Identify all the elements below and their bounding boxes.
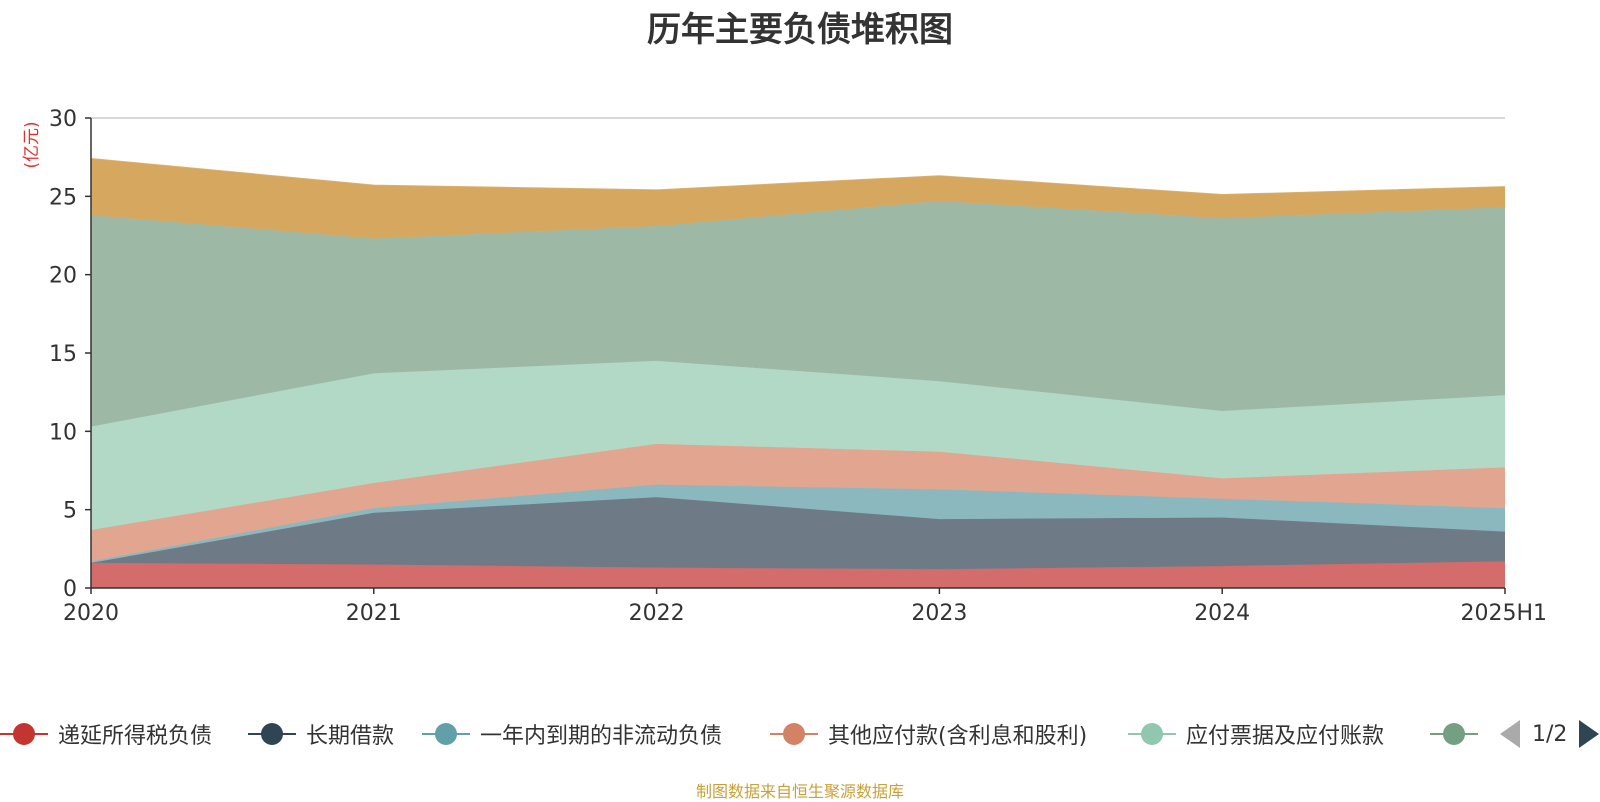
area-series-4 [91, 360, 1505, 531]
y-tick-label: 20 [49, 264, 77, 289]
legend-label: 其他应付款(含利息和股利) [828, 724, 1088, 749]
y-tick-label: 5 [63, 499, 77, 524]
x-tick-label: 2025H1 [1460, 601, 1547, 626]
legend-label: 递延所得税负债 [58, 724, 213, 749]
circle-line-icon [0, 723, 48, 745]
area-series-0 [91, 561, 1505, 588]
circle-line-icon [770, 723, 818, 745]
next-page-icon[interactable] [1579, 720, 1600, 748]
legend-item-notes-accounts-payable[interactable]: 应付票据及应付账款 [1128, 716, 1384, 752]
legend-label: 长期借款 [306, 724, 395, 749]
prev-page-icon[interactable] [1500, 720, 1520, 748]
y-tick-label: 0 [63, 577, 77, 602]
circle-line-icon [1128, 723, 1176, 745]
series-line-6 [90, 157, 1506, 196]
data-source-note: 制图数据来自恒生聚源数据库 [695, 782, 904, 801]
legend-pager: 1/2 [1500, 716, 1600, 752]
legend: 递延所得税负债 长期借款 一年内到期的非流动负债 其他应付款(含利息和股利) 应… [0, 716, 1600, 752]
legend-item-long-term-loans[interactable]: 长期借款 [248, 716, 394, 752]
x-tick-label: 2020 [63, 601, 119, 626]
y-tick-label: 10 [49, 420, 77, 445]
legend-item-truncated[interactable] [1430, 716, 1488, 752]
x-tick-label: 2021 [346, 601, 402, 626]
y-tick-label: 25 [49, 185, 77, 210]
circle-line-icon [248, 723, 296, 745]
y-tick-label: 30 [49, 107, 77, 132]
legend-page-indicator: 1/2 [1532, 721, 1568, 747]
x-tick-label: 2022 [629, 601, 685, 626]
area-series-6 [91, 158, 1505, 239]
area-series-1 [91, 497, 1505, 570]
circle-line-icon [1430, 723, 1478, 745]
chart-title: 历年主要负债堆积图 [647, 10, 953, 50]
legend-item-deferred-tax[interactable]: 递延所得税负债 [0, 716, 212, 752]
x-tick-label: 2024 [1194, 601, 1250, 626]
area-series-5 [91, 201, 1505, 427]
x-tick-label: 2023 [911, 601, 967, 626]
y-tick-label: 15 [49, 342, 77, 367]
y-axis-unit-label: (亿元) [22, 121, 42, 168]
area-series-2 [91, 484, 1505, 563]
circle-line-icon [422, 723, 470, 745]
legend-item-current-noncurrent-liabilities[interactable]: 一年内到期的非流动负债 [422, 716, 722, 752]
legend-label: 应付票据及应付账款 [1186, 724, 1385, 749]
legend-item-other-payables[interactable]: 其他应付款(含利息和股利) [770, 716, 1087, 752]
legend-label: 一年内到期的非流动负债 [480, 724, 723, 749]
